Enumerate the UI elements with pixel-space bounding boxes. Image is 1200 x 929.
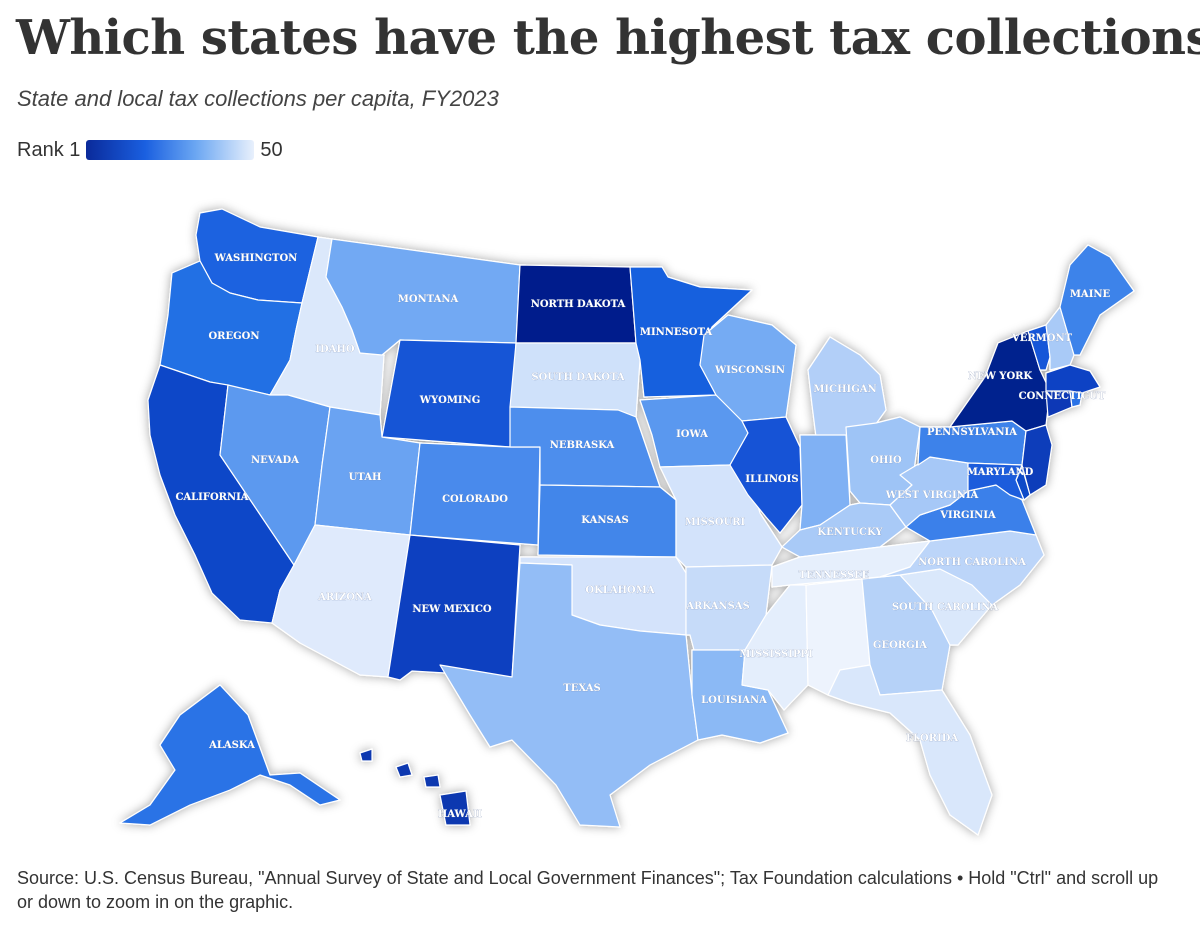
state-label-oregon: OREGON [208,331,259,342]
state-new-mexico[interactable] [387,534,521,681]
state-label-mississippi: MISSISSIPPI [739,649,813,660]
state-vermont[interactable] [1027,324,1051,371]
state-label-maryland: MARYLAND [967,467,1034,478]
state-label-georgia: GEORGIA [873,640,927,651]
state-label-kentucky: KENTUCKY [817,527,883,538]
state-wyoming[interactable] [381,339,517,448]
state-label-michigan: MICHIGAN [813,384,876,395]
source-note: Source: U.S. Census Bureau, "Annual Surv… [17,868,1159,912]
state-label-iowa: IOWA [676,429,708,440]
state-label-south-carolina: SOUTH CAROLINA [892,602,999,613]
state-label-hawaii: HAWAII [438,809,483,820]
state-florida[interactable] [827,664,993,836]
state-label-utah: UTAH [349,472,382,483]
state-hawaii[interactable] [359,748,471,826]
state-illinois[interactable] [729,416,803,534]
map-svg[interactable]: WASHINGTON OREGON CALIFORNIA IDAHO NEVADA MON… [0,195,1200,845]
state-michigan[interactable] [807,336,887,438]
state-label-pennsylvania: PENNSYLVANIA [927,427,1017,438]
state-new-york[interactable] [949,330,1051,432]
state-colorado[interactable] [409,442,541,546]
state-label-west-virginia: WEST VIRGINIA [885,490,979,501]
legend-label-end: 50 [260,138,283,161]
state-label-maine: MAINE [1070,289,1111,300]
state-label-north-dakota: NORTH DAKOTA [531,299,626,310]
state-label-wyoming: WYOMING [419,395,481,406]
state-rhode-island[interactable] [1069,390,1083,408]
state-maryland[interactable] [967,462,1025,501]
state-maine[interactable] [1059,244,1135,356]
state-label-wisconsin: WISCONSIN [714,365,785,376]
state-label-vermont: VERMONT [1011,333,1073,344]
state-label-washington: WASHINGTON [214,253,298,264]
page-subtitle: State and local tax collections per capi… [17,86,499,111]
state-north-carolina[interactable] [879,530,1045,606]
state-label-north-carolina: NORTH CAROLINA [918,557,1026,568]
state-label-arkansas: ARKANSAS [685,601,749,612]
legend-label-start: Rank 1 [17,138,81,161]
state-label-tennessee: TENNESSEE [799,570,870,581]
state-label-arizona: ARIZONA [317,592,372,603]
us-choropleth-map[interactable]: WASHINGTON OREGON CALIFORNIA IDAHO NEVADA MON… [0,195,1200,845]
state-alaska[interactable] [119,684,341,826]
state-label-virginia: VIRGINIA [939,510,996,521]
state-label-new-mexico: NEW MEXICO [412,604,492,615]
state-wisconsin[interactable] [699,314,797,422]
state-label-new-york: NEW YORK [968,371,1033,382]
state-label-alaska: ALASKA [208,740,255,751]
state-mississippi[interactable] [741,584,809,711]
state-label-california: CALIFORNIA [175,492,248,503]
state-label-nebraska: NEBRASKA [550,440,615,451]
state-label-texas: TEXAS [563,683,600,694]
state-label-florida: FLORIDA [906,733,959,744]
page-title: Which states have the highest tax collec… [16,10,1200,66]
state-label-nevada: NEVADA [251,455,299,466]
state-label-louisiana: LOUISIANA [701,695,767,706]
state-label-connecticut: CONNECTICUT [1019,391,1106,402]
state-label-oklahoma: OKLAHOMA [585,585,654,596]
state-label-illinois: ILLINOIS [745,474,798,485]
state-label-idaho: IDAHO [315,344,355,355]
state-label-ohio: OHIO [870,455,902,466]
state-label-south-dakota: SOUTH DAKOTA [531,372,624,383]
color-legend: Rank 1 50 [17,136,283,164]
state-label-kansas: KANSAS [581,515,628,526]
state-label-colorado: COLORADO [442,494,508,505]
state-label-minnesota: MINNESOTA [640,327,712,338]
state-label-montana: MONTANA [398,294,459,305]
state-label-missouri: MISSOURI [685,517,746,528]
legend-gradient-bar [86,140,255,160]
